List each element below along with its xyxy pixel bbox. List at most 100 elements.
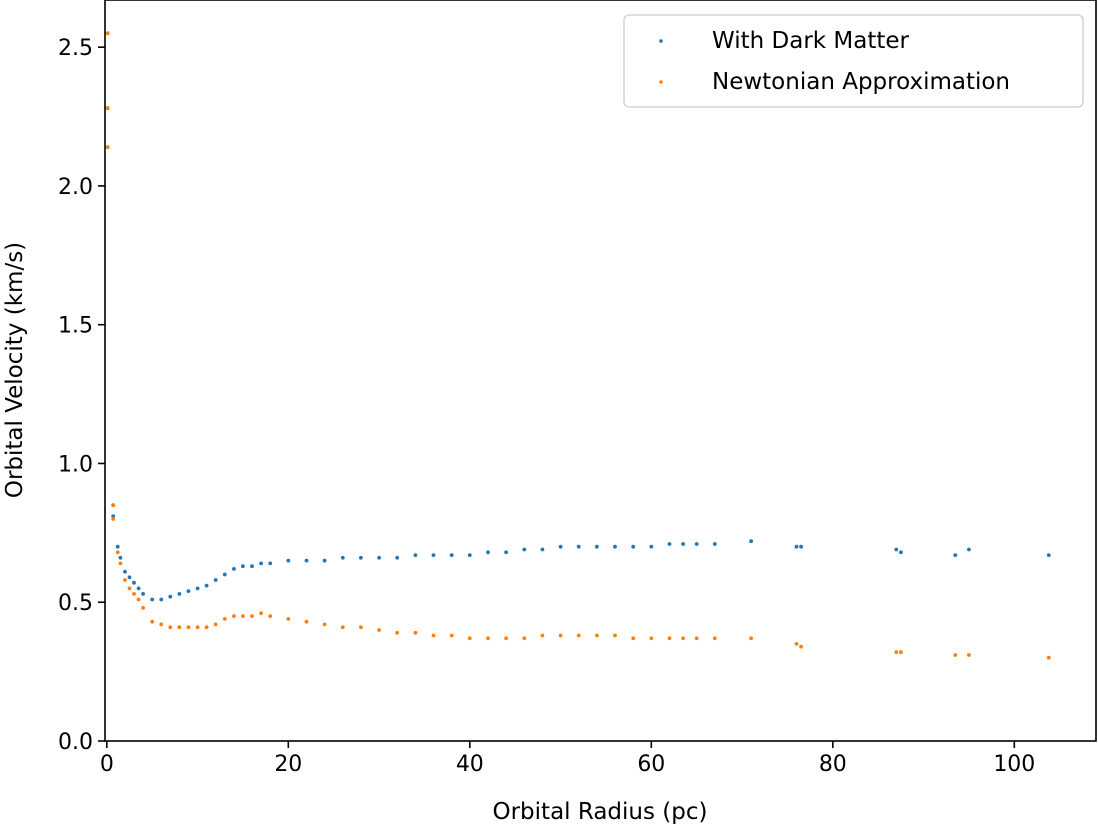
data-point-newtonian-approximation	[395, 630, 400, 635]
y-tick-label: 1.0	[58, 452, 93, 477]
data-point-newtonian-approximation	[150, 619, 155, 624]
y-tick-label: 2.0	[58, 175, 93, 200]
data-point-newtonian-approximation	[159, 622, 164, 627]
data-point-with-dark-matter	[259, 561, 263, 566]
data-point-with-dark-matter	[150, 597, 155, 602]
data-point-newtonian-approximation	[576, 633, 581, 638]
axis-ticks-layer: 0 20 40 60 80 100 0.0 0.5 1.0 1.5 2.0 2.5	[58, 36, 1035, 777]
data-point-newtonian-approximation	[127, 586, 132, 591]
data-point-newtonian-approximation	[649, 636, 654, 641]
data-point-newtonian-approximation	[115, 550, 120, 555]
data-point-with-dark-matter	[213, 578, 218, 582]
data-point-newtonian-approximation	[105, 106, 110, 111]
data-point-newtonian-approximation	[241, 614, 245, 618]
data-point-with-dark-matter	[168, 594, 173, 599]
data-point-newtonian-approximation	[259, 611, 263, 616]
data-point-newtonian-approximation	[222, 617, 227, 621]
data-point-newtonian-approximation	[449, 633, 454, 638]
data-point-newtonian-approximation	[694, 636, 699, 641]
data-point-newtonian-approximation	[186, 625, 191, 630]
y-axis-label: Orbital Velocity (km/s)	[2, 242, 28, 498]
data-point-with-dark-matter	[322, 558, 327, 563]
data-point-newtonian-approximation	[105, 145, 110, 150]
data-point-newtonian-approximation	[681, 636, 685, 641]
data-point-with-dark-matter	[232, 567, 236, 571]
data-point-newtonian-approximation	[340, 625, 345, 630]
data-point-with-dark-matter	[413, 553, 418, 557]
data-point-with-dark-matter	[241, 564, 245, 569]
legend: With Dark Matter Newtonian Approximation	[623, 14, 1084, 108]
data-point-with-dark-matter	[304, 558, 309, 563]
data-point-newtonian-approximation	[123, 578, 127, 582]
data-point-with-dark-matter	[467, 553, 472, 557]
data-point-newtonian-approximation	[136, 597, 141, 602]
data-point-with-dark-matter	[486, 550, 490, 555]
data-point-with-dark-matter	[222, 572, 227, 577]
data-point-with-dark-matter	[395, 555, 400, 560]
data-point-newtonian-approximation	[794, 642, 799, 646]
data-point-with-dark-matter	[132, 580, 136, 585]
y-tick-label: 2.5	[58, 36, 93, 61]
data-point-with-dark-matter	[377, 555, 381, 560]
data-point-newtonian-approximation	[894, 650, 899, 655]
data-point-with-dark-matter	[1046, 553, 1051, 557]
data-point-newtonian-approximation	[967, 653, 971, 657]
data-point-with-dark-matter	[967, 547, 971, 552]
data-point-with-dark-matter	[576, 544, 581, 549]
data-point-with-dark-matter	[595, 544, 599, 549]
data-point-newtonian-approximation	[799, 644, 803, 649]
data-point-with-dark-matter	[195, 586, 200, 591]
data-point-with-dark-matter	[649, 544, 654, 549]
data-point-newtonian-approximation	[111, 503, 116, 507]
data-point-with-dark-matter	[504, 550, 508, 555]
data-point-newtonian-approximation	[105, 31, 110, 36]
data-point-newtonian-approximation	[377, 628, 381, 632]
data-point-newtonian-approximation	[749, 636, 753, 641]
data-point-with-dark-matter	[953, 553, 958, 557]
data-point-newtonian-approximation	[118, 561, 123, 566]
data-point-newtonian-approximation	[667, 636, 672, 641]
x-tick-label: 100	[993, 752, 1035, 777]
data-point-with-dark-matter	[115, 544, 120, 549]
data-point-with-dark-matter	[522, 547, 527, 552]
data-point-with-dark-matter	[449, 553, 454, 557]
data-point-with-dark-matter	[268, 561, 273, 566]
data-point-with-dark-matter	[558, 544, 563, 549]
legend-box	[623, 14, 1084, 108]
data-point-newtonian-approximation	[195, 625, 200, 630]
data-point-newtonian-approximation	[268, 614, 273, 618]
data-point-with-dark-matter	[794, 544, 799, 549]
data-point-with-dark-matter	[250, 564, 254, 569]
legend-marker-newtonian-approximation	[659, 80, 663, 84]
data-point-with-dark-matter	[177, 592, 182, 596]
data-point-with-dark-matter	[118, 555, 123, 560]
data-point-newtonian-approximation	[953, 653, 958, 657]
data-point-newtonian-approximation	[631, 636, 636, 641]
x-tick-label: 40	[456, 752, 484, 777]
data-point-newtonian-approximation	[111, 517, 116, 521]
data-point-with-dark-matter	[340, 555, 345, 560]
y-tick-label: 0.0	[58, 730, 93, 755]
data-point-newtonian-approximation	[141, 605, 146, 610]
legend-label-with-dark-matter: With Dark Matter	[712, 28, 910, 54]
data-point-newtonian-approximation	[613, 633, 617, 638]
legend-marker-with-dark-matter	[659, 39, 663, 43]
data-point-newtonian-approximation	[595, 633, 599, 638]
data-point-with-dark-matter	[631, 544, 636, 549]
data-point-newtonian-approximation	[232, 614, 236, 618]
data-point-newtonian-approximation	[250, 614, 254, 618]
data-point-newtonian-approximation	[286, 617, 291, 621]
data-point-with-dark-matter	[159, 597, 164, 602]
data-point-with-dark-matter	[694, 542, 699, 546]
data-point-newtonian-approximation	[522, 636, 527, 641]
data-point-with-dark-matter	[712, 542, 717, 546]
data-point-with-dark-matter	[431, 553, 436, 557]
data-point-with-dark-matter	[749, 539, 753, 544]
x-tick-label: 80	[819, 752, 847, 777]
x-tick-label: 60	[637, 752, 665, 777]
data-point-newtonian-approximation	[558, 633, 563, 638]
plot-frame	[104, 0, 1097, 742]
